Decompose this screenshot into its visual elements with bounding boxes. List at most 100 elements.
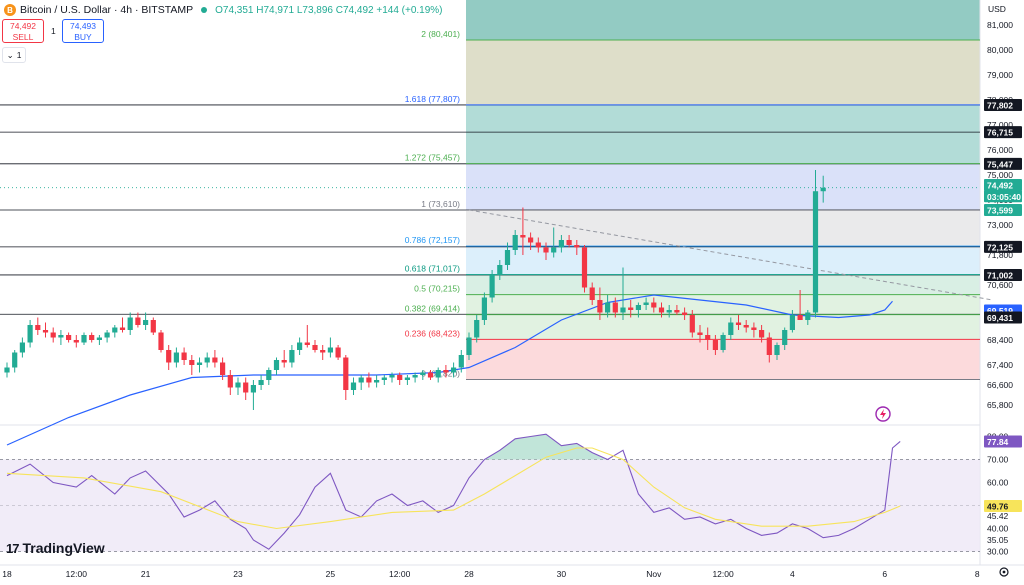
candle: [19, 337, 25, 358]
candle-body: [789, 315, 795, 330]
price-label-text: 03:05:40: [987, 192, 1021, 202]
candle: [574, 240, 580, 255]
candle: [551, 227, 557, 258]
candle: [73, 335, 79, 348]
price-tick-label: 67,400: [987, 360, 1013, 370]
fib-zone: [466, 246, 980, 275]
candle: [427, 370, 434, 380]
price-label-bg: [984, 98, 1022, 111]
candle-body: [766, 337, 772, 355]
fib-zone: [466, 294, 980, 315]
candle: [58, 330, 64, 345]
candle: [720, 332, 726, 353]
price-tick-label: 68,400: [987, 335, 1013, 345]
price-label-bg: [984, 240, 1022, 253]
candle: [104, 330, 110, 343]
candle-body: [81, 335, 87, 343]
candle-body: [735, 322, 742, 325]
candle: [489, 270, 495, 303]
trendline-line: [468, 209, 993, 301]
candle-body: [304, 342, 310, 345]
fib-zone: [466, 0, 980, 40]
candle: [651, 297, 657, 313]
candle: [697, 325, 703, 343]
rsi-tick-label: 30.00: [987, 547, 1009, 557]
chart-icons: [875, 406, 1009, 577]
candle-body: [119, 327, 126, 330]
candle: [805, 310, 811, 325]
price-label-text: 69,519: [987, 306, 1013, 316]
time-tick-label: 25: [326, 569, 336, 579]
candle: [566, 235, 572, 248]
symbol-title[interactable]: Bitcoin / U.S. Dollar · 4h · BITSTAMP: [20, 4, 194, 16]
candle-body: [35, 325, 41, 330]
candle-body: [412, 375, 418, 378]
moving-average-line: [6, 294, 893, 446]
candle-body: [4, 367, 10, 373]
candle: [751, 322, 757, 338]
candle: [89, 332, 95, 343]
candle: [474, 315, 480, 343]
time-tick-label: 18: [2, 569, 12, 579]
candle-body: [312, 345, 318, 350]
price-label-badge: 75,447: [984, 157, 1022, 170]
time-tick-label: 6: [882, 569, 887, 579]
candle: [451, 362, 457, 378]
price-label-bg: [984, 157, 1022, 170]
candle: [281, 350, 287, 368]
price-label-text: 74,492: [987, 181, 1013, 191]
price-label-text: 75,447: [987, 159, 1013, 169]
price-label-bg: [984, 268, 1022, 281]
candle-body: [181, 352, 187, 360]
candle: [66, 332, 72, 343]
trendline[interactable]: [468, 209, 993, 301]
sell-button[interactable]: 74,492 SELL: [2, 19, 44, 43]
rsi-value-badge: 77.84: [984, 435, 1022, 448]
candle-body: [682, 312, 688, 315]
candle: [266, 367, 272, 385]
candle: [366, 372, 372, 388]
candle-body: [374, 380, 380, 383]
candle-body: [528, 237, 534, 243]
price-axis[interactable]: USD81,00080,00079,00078,00077,00076,0007…: [984, 4, 1022, 557]
price-label-text: 72,125: [987, 242, 1013, 252]
candle-body: [150, 320, 156, 333]
candle: [774, 342, 780, 360]
candle: [797, 290, 803, 320]
candle: [558, 235, 564, 253]
indicator-count: 1: [16, 50, 22, 60]
candle-body: [66, 335, 72, 340]
tradingview-logo[interactable]: 17 TradingView: [6, 540, 105, 556]
price-tick-label: 77,000: [987, 120, 1013, 130]
fib-zone: [466, 209, 980, 247]
candle-body: [381, 377, 387, 380]
fib-zone: [466, 104, 980, 164]
candle-body: [759, 330, 765, 338]
candle-body: [166, 350, 172, 363]
candle-body: [497, 265, 503, 275]
candle-body: [320, 350, 326, 353]
time-tick-label: 8: [975, 569, 980, 579]
price-label-text: 71,002: [987, 270, 1013, 280]
candle: [581, 245, 588, 293]
fib-level-label: 1.272 (75,457): [405, 153, 460, 163]
time-tick-label: 12:00: [712, 569, 734, 579]
buy-button[interactable]: 74,493 BUY: [62, 19, 104, 43]
candle-body: [535, 242, 541, 248]
time-axis[interactable]: 18 12:00 21 23 25 12:00 28 30 Nov 12:00 4 6 8: [2, 569, 980, 579]
candle: [96, 335, 102, 345]
candle: [27, 320, 33, 348]
price-tick-label: 79,000: [987, 70, 1013, 80]
rsi-tick-label: 35.05: [987, 535, 1009, 545]
price-label-bg: [984, 204, 1022, 217]
candle: [289, 345, 295, 368]
rsi-value-bg: [984, 435, 1022, 448]
buy-label: BUY: [74, 32, 92, 42]
candle-body: [235, 382, 241, 388]
candle-body: [666, 310, 672, 313]
candle-body: [643, 302, 649, 305]
price-tick-label: 70,600: [987, 280, 1013, 290]
collapse-indicators-button[interactable]: ⌄ 1: [2, 47, 26, 63]
